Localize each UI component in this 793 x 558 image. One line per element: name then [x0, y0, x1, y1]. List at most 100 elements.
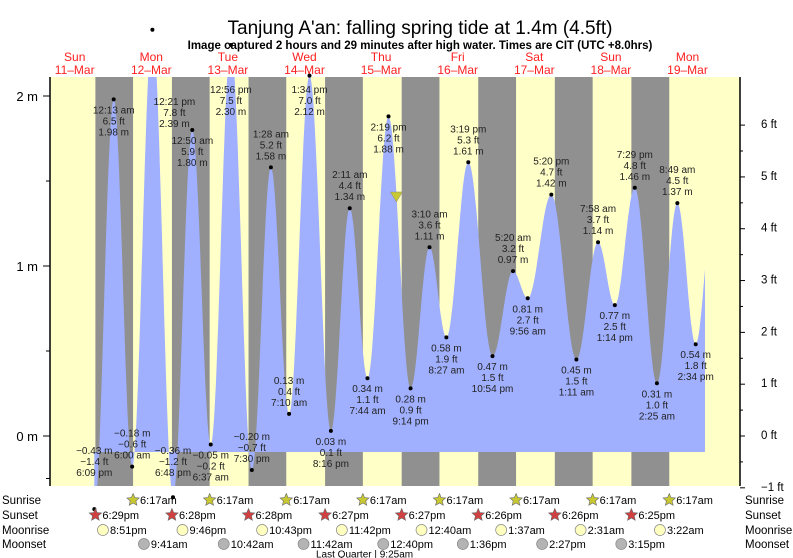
- extreme-label: 2.12 m: [294, 107, 325, 118]
- moonset-time: 2:27pm: [549, 539, 586, 551]
- day-name-label: Tue: [218, 50, 239, 64]
- moonset-time: 12:40pm: [390, 539, 433, 551]
- extreme-label: 7:30 pm: [234, 454, 270, 465]
- extreme-label: 1:14 pm: [597, 333, 633, 344]
- extreme-label: 1.98 m: [98, 127, 129, 138]
- extreme-point: [632, 185, 637, 190]
- right-tick-label: 5 ft: [761, 171, 778, 183]
- extreme-point: [511, 269, 516, 274]
- moonrise-moon-icon: [415, 524, 428, 536]
- extreme-label: 6.2 ft: [377, 133, 399, 144]
- moonrise-row-label: Moonrise: [2, 525, 49, 537]
- extreme-label: 7:58 am: [580, 204, 616, 215]
- tide-curve-layer: [94, 77, 705, 486]
- day-name-label: Sat: [525, 50, 544, 64]
- moonrise-time: 2:31am: [588, 525, 625, 537]
- extreme-label-group: 0.28 m0.9 ft9:14 pm: [393, 394, 429, 427]
- sunrise-star-icon: [279, 492, 294, 506]
- day-date-label: 19–Mar: [667, 63, 708, 77]
- moonrise-time: 11:42pm: [349, 525, 391, 537]
- extreme-label-group: 12:13 am6.5 ft1.98 m: [93, 105, 135, 138]
- extreme-label: 8:27 am: [428, 365, 464, 376]
- sunset-time: 6:26pm: [485, 510, 522, 522]
- moonset-time: 1:36pm: [470, 539, 507, 551]
- extreme-point: [328, 428, 333, 433]
- day-date-label: 13–Mar: [208, 63, 249, 77]
- moonset-moon-icon: [377, 538, 390, 550]
- day-name-label: Mon: [140, 50, 163, 64]
- extreme-label: −0.6 ft: [118, 440, 146, 451]
- extreme-label: 2:34 pm: [678, 372, 714, 383]
- sunrise-star-icon: [432, 492, 447, 506]
- extreme-label-group: 7:58 am3.7 ft1.14 m: [580, 204, 616, 237]
- extreme-label: 1:11 am: [559, 388, 594, 399]
- moonrise-moon-icon: [335, 524, 348, 536]
- extreme-label: 1:34 pm: [291, 85, 327, 96]
- extreme-label: 1.5 ft: [481, 373, 503, 384]
- extreme-label: 4.5 ft: [666, 176, 688, 187]
- extreme-point: [444, 335, 449, 340]
- extreme-label: 3.7 ft: [587, 215, 609, 226]
- extreme-label: 2.30 m: [216, 107, 247, 118]
- extreme-label: 5:20 pm: [533, 157, 569, 168]
- sunset-time: 6:27pm: [409, 510, 446, 522]
- moonset-moon-icon: [138, 538, 150, 550]
- sunrise-time: 6:17am: [446, 495, 483, 507]
- sunrise-time: 6:17am: [676, 495, 713, 507]
- extreme-label: 4.8 ft: [624, 161, 646, 172]
- extreme-label: −1.2 ft: [159, 457, 187, 468]
- extreme-point: [347, 206, 352, 211]
- extreme-point: [612, 303, 617, 308]
- extreme-label: 7.0 ft: [298, 96, 320, 107]
- moon-phase-label: Last Quarter | 9:25am: [316, 550, 413, 558]
- day-date-label: 15–Mar: [361, 63, 402, 77]
- extreme-label: 9:56 am: [510, 326, 546, 337]
- sunrise-star-icon: [355, 492, 370, 506]
- extreme-label: 0.47 m: [477, 362, 508, 373]
- extreme-label: 1.0 ft: [646, 400, 668, 411]
- extreme-label: 2:25 am: [639, 411, 675, 422]
- extreme-label: 5.3 ft: [457, 135, 479, 146]
- extreme-label: 0.13 m: [274, 376, 305, 387]
- sunset-star-icon: [394, 507, 409, 521]
- right-tick-label: 3 ft: [761, 275, 778, 287]
- extreme-label-group: 2:19 pm6.2 ft1.88 m: [370, 122, 406, 155]
- extreme-label: 1.80 m: [177, 158, 208, 169]
- sunset-star-icon: [88, 507, 103, 521]
- extreme-point: [654, 381, 659, 386]
- extreme-label: 1.5 ft: [565, 377, 587, 388]
- extreme-label: 1.46 m: [620, 172, 651, 183]
- extreme-label: 4.7 ft: [540, 168, 562, 179]
- extreme-label: −0.43 m: [76, 446, 112, 457]
- current-tide-marker-icon: [389, 191, 403, 203]
- extreme-label: 0.03 m: [316, 437, 347, 448]
- extreme-label-group: −0.43 m−1.4 ft6:09 pm: [76, 446, 112, 479]
- extreme-label: 0.81 m: [512, 304, 543, 315]
- extreme-label: −0.2 ft: [197, 462, 225, 473]
- extreme-labels: −0.43 m−1.4 ft6:09 pm 12:13 am6.5 ft1.98 …: [76, 27, 714, 512]
- sunrise-star-icon: [585, 492, 600, 506]
- sunset-star-icon: [241, 507, 256, 521]
- day-name-label: Sun: [600, 50, 621, 64]
- sunset-time: 6:28pm: [256, 510, 293, 522]
- extreme-label: 0.31 m: [642, 389, 673, 400]
- extreme-point: [268, 165, 273, 170]
- extreme-label: −1.4 ft: [80, 457, 108, 468]
- left-tick-label: 0 m: [16, 429, 38, 444]
- right-tick-label: 6 ft: [761, 119, 778, 131]
- extreme-label: 1.42 m: [536, 179, 567, 190]
- extreme-label: 1.61 m: [453, 146, 484, 157]
- extreme-label: 7:44 am: [349, 406, 385, 417]
- sun-moon-rows: Sunrise Sunrise Sunset Sunset Moonrise Moonri…: [2, 492, 792, 558]
- moonset-time: 11:42am: [311, 539, 353, 551]
- moonrise-time: 8:51pm: [110, 525, 147, 537]
- extreme-label-group: 0.45 m1.5 ft1:11 am: [559, 366, 594, 399]
- extreme-label: 0.34 m: [352, 384, 383, 395]
- extreme-label: 2.7 ft: [517, 315, 539, 326]
- extreme-label: 0.28 m: [395, 394, 426, 405]
- extreme-label: 0.9 ft: [399, 405, 421, 416]
- extreme-label-group: 0.03 m0.1 ft8:16 pm: [313, 437, 349, 470]
- extreme-label: 7.5 ft: [220, 96, 242, 107]
